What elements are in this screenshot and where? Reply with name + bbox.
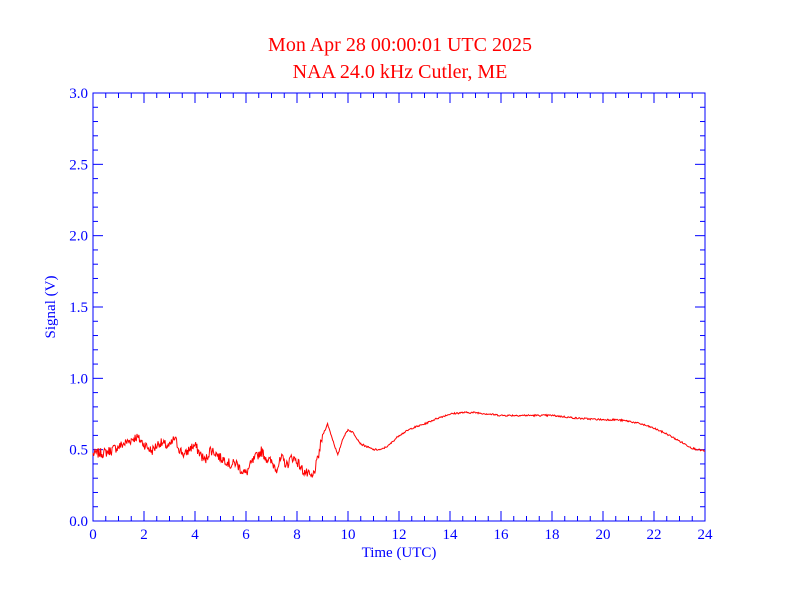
y-tick-label: 3.0 [69,86,88,102]
signal-series-line [92,411,706,479]
y-tick-label: 2.5 [69,157,88,173]
x-tick-label: 22 [647,527,662,543]
y-axis-label: Signal (V) [43,276,59,339]
x-tick-labels: 0 2 4 6 8 10 12 14 16 18 20 22 24 [89,527,713,543]
x-tick-label: 4 [191,527,199,543]
x-tick-label: 16 [494,527,510,543]
y-tick-label: 2.0 [69,229,88,245]
axis-ticks [92,92,706,522]
x-tick-label: 12 [392,527,407,543]
x-tick-label: 14 [443,527,459,543]
x-tick-label: 0 [89,527,97,543]
y-tick-labels: 0.0 0.5 1.0 1.5 2.0 2.5 3.0 [69,86,88,530]
y-tick-label: 1.0 [69,371,88,387]
x-tick-label: 8 [293,527,301,543]
x-tick-label: 24 [698,527,714,543]
x-tick-label: 6 [242,527,250,543]
x-tick-label: 2 [140,527,148,543]
y-tick-label: 0.0 [69,514,88,530]
x-axis-label: Time (UTC) [362,545,437,561]
x-tick-label: 18 [545,527,560,543]
x-tick-label: 10 [341,527,356,543]
x-tick-label: 20 [596,527,611,543]
chart-title: Mon Apr 28 00:00:01 UTC 2025 [268,34,532,56]
y-tick-label: 1.5 [69,300,88,316]
chart-subtitle: NAA 24.0 kHz Cutler, ME [293,61,508,83]
y-tick-label: 0.5 [69,443,88,459]
